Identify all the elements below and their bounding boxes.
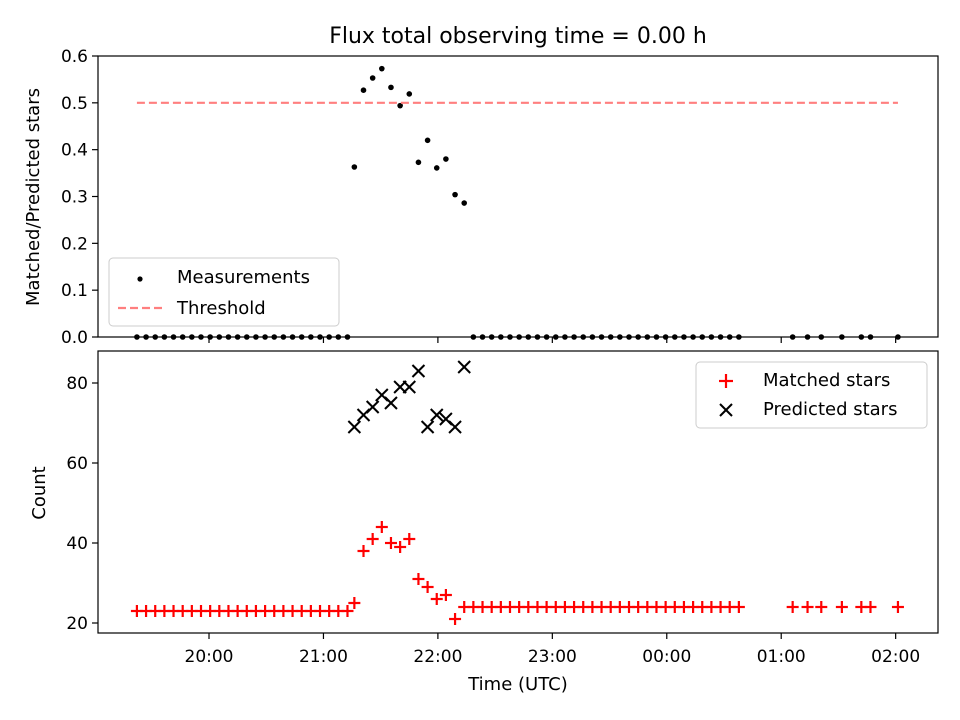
x-tick-label: 21:00 — [299, 647, 348, 667]
y-tick-label: 0.5 — [61, 94, 88, 114]
bottom-y-axis-label: Count — [29, 466, 50, 519]
matched-star-point — [801, 601, 814, 613]
bottom-x-ticks: 20:00 21:00 22:00 23:00 00:00 01:00 02:00 — [185, 633, 920, 667]
predicted-star-point — [411, 364, 426, 378]
matched-star-point — [357, 545, 370, 557]
y-tick-label: 0.6 — [61, 47, 88, 67]
legend-matched-label: Matched stars — [763, 370, 890, 391]
legend-matched-marker — [719, 374, 733, 388]
matched-star-point — [412, 573, 425, 585]
matched-star-point — [375, 521, 388, 533]
bottom-legend-box — [695, 361, 928, 429]
y-tick-label: 80 — [66, 374, 88, 394]
x-tick-label: 00:00 — [642, 647, 691, 667]
x-tick-label: 22:00 — [413, 647, 462, 667]
predicted-star-point — [347, 420, 362, 434]
measurement-point — [360, 87, 367, 93]
predicted-star-point — [420, 420, 435, 434]
x-tick-label: 02:00 — [871, 647, 920, 667]
predicted-star-point — [365, 400, 380, 414]
matched-star-point — [430, 593, 443, 605]
predicted-star-point — [430, 408, 444, 422]
top-legend-box — [108, 257, 340, 327]
matched-star-point — [348, 597, 361, 609]
matched-star-point — [384, 537, 397, 549]
y-tick-label: 0.4 — [61, 141, 88, 161]
measurement-point — [415, 159, 422, 166]
predicted-star-point — [384, 396, 398, 410]
matched-star-point — [864, 601, 877, 613]
measurement-point — [369, 75, 376, 81]
top-legend: Measurements Threshold — [108, 257, 340, 327]
measurement-point — [397, 102, 403, 109]
legend-threshold-label: Threshold — [176, 298, 266, 319]
predicted-star-point — [448, 420, 462, 434]
top-x-ticks — [208, 337, 897, 343]
measurement-point — [443, 156, 449, 162]
legend-measurements-marker — [137, 276, 143, 282]
measurement-point — [452, 191, 458, 198]
y-tick-label: 20 — [66, 614, 88, 634]
y-tick-label: 60 — [66, 454, 88, 474]
top-panel: 0.0 0.1 0.2 0.3 0.4 0.5 0.6 Matched/Predicted … — [23, 47, 939, 348]
matched-star-point — [891, 601, 904, 613]
matched-star-point — [732, 601, 745, 613]
figure-title: Flux total observing time = 0.00 h — [329, 24, 707, 49]
y-tick-label: 0.0 — [61, 328, 88, 348]
matched-star-point — [815, 601, 828, 613]
bottom-legend: Matched stars Predicted stars — [695, 361, 928, 429]
matched-star-point — [366, 533, 379, 545]
x-tick-label: 20:00 — [185, 647, 234, 667]
measurement-point — [424, 137, 431, 144]
y-tick-label: 0.1 — [61, 281, 88, 301]
y-tick-label: 0.3 — [61, 188, 88, 208]
matched-star-point — [341, 605, 354, 617]
top-y-axis-label: Matched/Predicted stars — [23, 88, 44, 306]
x-tick-label: 01:00 — [757, 647, 806, 667]
top-y-ticks: 0.0 0.1 0.2 0.3 0.4 0.5 0.6 — [61, 47, 98, 348]
bottom-marks — [130, 360, 904, 625]
matched-star-point — [835, 601, 848, 613]
x-tick-label: 23:00 — [528, 647, 577, 667]
measurement-point — [433, 165, 440, 171]
matched-star-point — [786, 601, 799, 613]
matched-star-point — [439, 589, 452, 601]
measurement-point — [388, 84, 394, 91]
matched-star-point — [421, 581, 434, 593]
measurement-point — [461, 200, 468, 206]
predicted-star-point — [457, 360, 471, 374]
bottom-axes-frame — [97, 350, 939, 634]
matched-star-point — [394, 541, 407, 553]
predicted-star-point — [402, 380, 416, 394]
y-tick-label: 40 — [66, 534, 88, 554]
legend-predicted-marker — [719, 403, 733, 417]
matched-star-point — [449, 613, 462, 625]
bottom-y-ticks: 20 40 60 80 — [66, 374, 98, 634]
matched-star-point — [403, 533, 416, 545]
x-axis-label: Time (UTC) — [467, 674, 568, 695]
measurement-point — [379, 65, 385, 72]
bottom-panel: 20 40 60 80 20:00 21:00 22:00 23:00 00:00 01:00 0… — [29, 350, 939, 695]
legend-predicted-label: Predicted stars — [763, 399, 897, 420]
measurement-point — [351, 164, 358, 170]
legend-measurements-label: Measurements — [177, 267, 310, 288]
top-marks — [134, 65, 901, 340]
measurement-point — [406, 91, 413, 97]
y-tick-label: 0.2 — [61, 234, 88, 254]
